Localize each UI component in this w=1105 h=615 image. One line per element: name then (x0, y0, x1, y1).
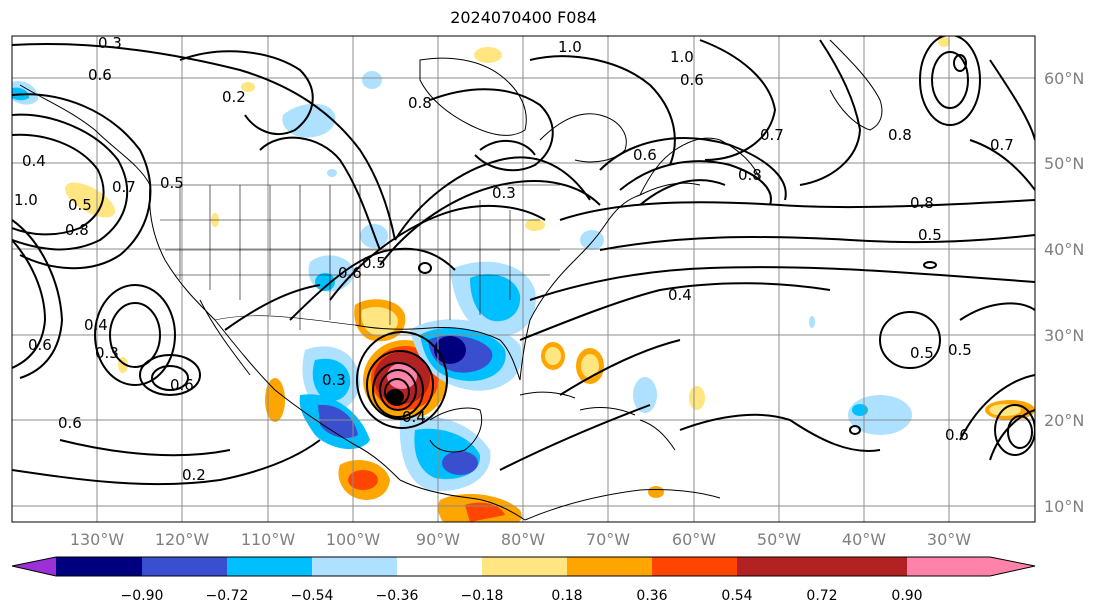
contour-label: 0.5 (160, 174, 184, 192)
contour-lines (12, 36, 1035, 486)
contour-label: 0.5 (948, 341, 972, 359)
contour-label: 0.4 (84, 316, 108, 334)
contour-label: 0.6 (680, 71, 704, 89)
contour-label: 0.2 (182, 466, 206, 484)
longitude-axis: 130°W 120°W 110°W 100°W 90°W 80°W 70°W 6… (70, 530, 971, 549)
colorbar: −0.90 −0.72 −0.54 −0.36 −0.18 0.18 0.36 … (11, 556, 1036, 604)
contour-label: 1.0 (670, 48, 694, 66)
lon-label-110w: 110°W (241, 530, 296, 549)
lon-label-70w: 70°W (586, 530, 630, 549)
contour-label: 0.8 (910, 194, 934, 212)
contour-label: 0.7 (990, 136, 1014, 154)
colorbar-segment (227, 557, 312, 576)
colorbar-tick-label: −0.72 (206, 588, 249, 604)
contour-label: 0.4 (402, 408, 426, 426)
lon-label-60w: 60°W (672, 530, 716, 549)
colorbar-tick-label: 0.90 (891, 588, 922, 604)
colorbar-segment (567, 557, 652, 576)
colorbar-segment (397, 557, 482, 576)
colorbar-segment (482, 557, 567, 576)
colorbar-tick-label: 0.18 (551, 588, 582, 604)
latitude-axis: 60°N 50°N 40°N 30°N 20°N 10°N (1044, 69, 1084, 516)
contour-label: 1.0 (14, 191, 38, 209)
colorbar-tick-label: −0.18 (461, 588, 504, 604)
colorbar-extend-high-tip (992, 557, 1035, 576)
contour-label: 0.6 (945, 426, 969, 444)
contour-labels: 0.3 0.6 0.2 0.4 1.0 0.7 0.5 0.8 0.3 1.0 … (14, 34, 1014, 484)
contour-label: 0.6 (58, 414, 82, 432)
contour-label: 0.6 (28, 336, 52, 354)
contour-label: 0.3 (98, 34, 122, 52)
colorbar-segment (652, 557, 737, 576)
coastlines (19, 39, 883, 521)
contour-label: 0.5 (918, 226, 942, 244)
lon-label-40w: 40°W (842, 530, 886, 549)
lat-label-50n: 50°N (1044, 154, 1084, 173)
contour-label: 0.5 (362, 254, 386, 272)
lon-label-120w: 120°W (155, 530, 210, 549)
contour-label: 0.2 (222, 88, 246, 106)
contour-label: 0.6 (633, 146, 657, 164)
contour-label: 0.6 (88, 66, 112, 84)
lat-label-40n: 40°N (1044, 240, 1084, 259)
colorbar-segment (907, 557, 992, 576)
colorbar-segment (737, 557, 822, 576)
contour-label: 0.6 (338, 264, 362, 282)
contour-label: 0.8 (888, 126, 912, 144)
map-frame (11, 35, 1036, 523)
colorbar-extend-low (12, 557, 56, 576)
colorbar-outline (11, 556, 1036, 577)
contour-label: 0.8 (738, 166, 762, 184)
colorbar-tick-label: −0.90 (121, 588, 164, 604)
contour-label: 0.5 (910, 344, 934, 362)
colorbar-tick-label: −0.36 (376, 588, 419, 604)
contour-label: 1.0 (558, 38, 582, 56)
contour-label: 0.8 (408, 94, 432, 112)
lon-label-130w: 130°W (70, 530, 125, 549)
colorbar-segment (142, 557, 227, 576)
lon-label-50w: 50°W (757, 530, 801, 549)
colorbar-tick-label: −0.54 (291, 588, 334, 604)
colorbar-segment (312, 557, 397, 576)
lat-label-30n: 30°N (1044, 326, 1084, 345)
contour-label: 0.3 (492, 184, 516, 202)
lon-label-90w: 90°W (416, 530, 460, 549)
contour-label: 0.6 (170, 376, 194, 394)
colorbar-segment (56, 557, 142, 576)
contour-label: 0.7 (112, 178, 136, 196)
contour-label: 0.7 (760, 126, 784, 144)
contour-label: 0.5 (68, 196, 92, 214)
lon-label-100w: 100°W (326, 530, 381, 549)
colorbar-segment (822, 557, 907, 576)
contour-label: 0.8 (65, 221, 89, 239)
lat-label-60n: 60°N (1044, 69, 1084, 88)
contour-label: 0.3 (322, 371, 346, 389)
colorbar-tick-label: 0.54 (721, 588, 752, 604)
lat-label-10n: 10°N (1044, 497, 1084, 516)
contour-label: 0.4 (668, 286, 692, 304)
contour-label: 0.4 (22, 152, 46, 170)
lon-label-80w: 80°W (501, 530, 545, 549)
lon-label-30w: 30°W (927, 530, 971, 549)
contour-label: 0.3 (95, 344, 119, 362)
colorbar-tick-label: 0.72 (806, 588, 837, 604)
map-gridlines (12, 36, 1035, 522)
colorbar-tick-label: 0.36 (636, 588, 667, 604)
lat-label-20n: 20°N (1044, 411, 1084, 430)
map-title: 2024070400 F084 (450, 8, 597, 27)
